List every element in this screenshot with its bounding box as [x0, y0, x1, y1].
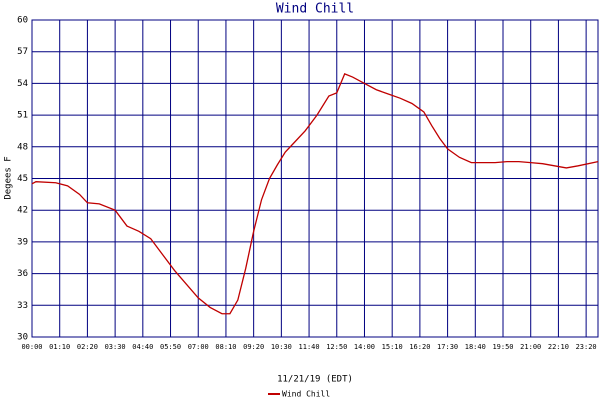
y-tick-label: 45: [17, 174, 28, 184]
x-tick-label: 03:30: [105, 343, 126, 351]
y-tick-label: 54: [17, 79, 28, 89]
x-tick-label: 04:40: [132, 343, 153, 351]
chart-title: Wind Chill: [276, 2, 354, 17]
x-tick-label: 22:10: [548, 343, 569, 351]
y-tick-label: 30: [17, 333, 28, 343]
y-tick-label: 36: [17, 269, 28, 279]
plot-border: [31, 19, 599, 338]
x-tick-label: 11:40: [299, 343, 320, 351]
x-tick-label: 15:10: [382, 343, 403, 351]
y-tick-label: 33: [17, 301, 28, 311]
x-tick-label: 18:40: [465, 343, 486, 351]
x-tick-label: 12:50: [326, 343, 347, 351]
line-series: [31, 73, 599, 315]
x-tick-label: 16:20: [409, 343, 430, 351]
x-tick-label: 23:20: [576, 343, 597, 351]
y-axis-label: Degees F: [4, 156, 14, 199]
y-tick-label: 60: [17, 16, 28, 26]
x-tick-label: 00:00: [21, 343, 42, 351]
legend-label: Wind Chill: [282, 390, 330, 399]
y-tick-label: 42: [17, 206, 28, 216]
x-tick-label: 02:20: [77, 343, 98, 351]
x-axis-label: 11/21/19 (EDT): [277, 375, 353, 385]
x-tick-label: 14:00: [354, 343, 375, 351]
x-tick-label: 08:10: [215, 343, 236, 351]
y-tick-label: 57: [17, 47, 28, 57]
x-tick-label: 01:10: [49, 343, 70, 351]
y-tick-label: 48: [17, 142, 28, 152]
y-tick-label: 51: [17, 111, 28, 121]
x-tick-label: 21:00: [520, 343, 541, 351]
y-tick-label: 39: [17, 237, 28, 247]
x-tick-label: 17:30: [437, 343, 458, 351]
x-tick-label: 05:50: [160, 343, 181, 351]
x-tick-label: 10:30: [271, 343, 292, 351]
x-tick-label: 19:50: [492, 343, 513, 351]
x-tick-label: 09:20: [243, 343, 264, 351]
x-tick-label: 07:00: [188, 343, 209, 351]
